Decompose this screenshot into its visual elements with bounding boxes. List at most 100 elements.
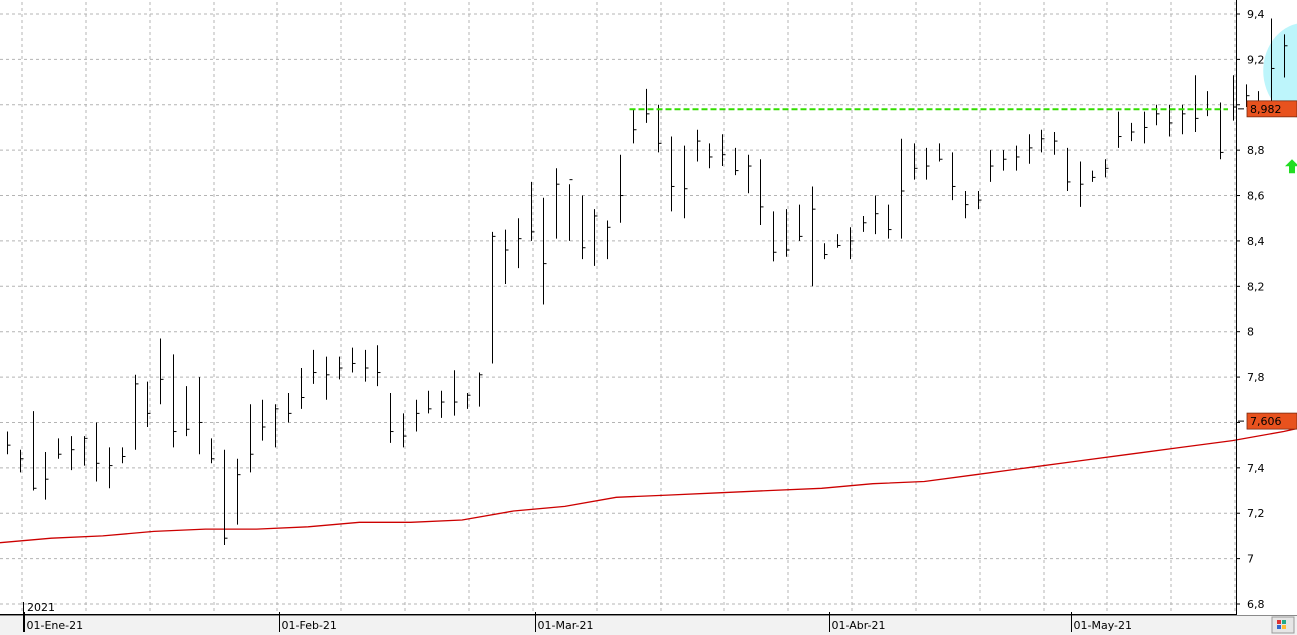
ohlc-bar xyxy=(1271,18,1275,110)
ohlc-bar xyxy=(837,234,841,248)
date-axis-band xyxy=(0,615,1297,635)
ohlc-bar xyxy=(122,447,126,464)
ohlc-bar xyxy=(875,195,879,235)
ohlc-bar xyxy=(199,377,203,455)
up-arrow-icon xyxy=(1285,159,1297,174)
date-tick-label: 01-Mar-21 xyxy=(538,619,594,632)
ohlc-bar xyxy=(990,150,994,182)
ohlc-bar xyxy=(773,211,777,262)
price-tags: 8,982 7,606 xyxy=(1238,100,1297,430)
ohlc-bar xyxy=(978,191,982,210)
ohlc-bar xyxy=(45,451,49,500)
ohlc-bar xyxy=(1105,159,1109,178)
ohlc-bar xyxy=(1041,129,1045,153)
ohlc-bar xyxy=(492,231,496,364)
ohlc-bar xyxy=(799,204,803,241)
ohlc-bar xyxy=(326,356,330,400)
ohlc-bar xyxy=(1207,91,1211,117)
corner-icon-yellow xyxy=(1282,625,1286,629)
ohlc-bar xyxy=(926,147,930,180)
price-axis-tick-label: 8,4 xyxy=(1247,235,1265,248)
ohlc-bar xyxy=(1246,84,1250,108)
ohlc-bar xyxy=(633,109,637,144)
date-tick-label: 01-Feb-21 xyxy=(282,619,337,632)
ohlc-bar xyxy=(467,392,471,409)
ohlc-bar xyxy=(1029,134,1033,164)
ohlc-bar xyxy=(569,179,573,241)
ohlc-bar xyxy=(1067,147,1071,191)
ohlc-bar xyxy=(939,143,943,162)
price-axis-tick-label: 7,4 xyxy=(1247,462,1265,475)
ohlc-bar xyxy=(952,152,956,201)
ohlc-bars-layer xyxy=(7,18,1288,545)
price-axis-tick-label: 7 xyxy=(1247,553,1254,566)
ohlc-bar xyxy=(7,431,11,455)
last-price-tag-box xyxy=(1246,100,1297,118)
ohlc-bar xyxy=(824,243,828,260)
ohlc-bar xyxy=(109,447,113,489)
price-axis-tick-label: 8 xyxy=(1247,326,1254,339)
ohlc-bar xyxy=(454,370,458,416)
ohlc-bar xyxy=(1080,161,1084,207)
ohlc-bar xyxy=(697,129,701,162)
ohlc-bar xyxy=(33,411,37,491)
ohlc-bar xyxy=(556,168,560,239)
ohlc-bar xyxy=(1016,145,1020,171)
ohlc-bar xyxy=(416,399,420,432)
ohlc-bar xyxy=(173,354,177,448)
ohlc-bar xyxy=(531,181,535,241)
ohlc-bar xyxy=(441,390,445,418)
ohlc-bar xyxy=(543,197,547,305)
ohlc-bar xyxy=(377,345,381,387)
ohlc-bar xyxy=(850,227,854,260)
ohlc-bar xyxy=(160,338,164,405)
ohlc-bar xyxy=(403,413,407,448)
ohlc-bar xyxy=(607,220,611,260)
price-axis-tick-label: 8,2 xyxy=(1247,280,1265,293)
moving-average-line xyxy=(0,427,1297,544)
ohlc-bar xyxy=(760,159,764,226)
moving-average-tag-box xyxy=(1246,412,1297,430)
ohlc-bar xyxy=(390,392,394,443)
price-axis-tick-label: 6,8 xyxy=(1247,598,1265,611)
year-label: 2021 xyxy=(27,601,55,614)
ohlc-bar xyxy=(748,154,752,194)
price-axis-tick-label: 9,4 xyxy=(1247,8,1265,21)
ohlc-bar xyxy=(147,381,151,427)
ohlc-bar xyxy=(1003,150,1007,171)
ohlc-bar xyxy=(479,372,483,407)
ohlc-bar xyxy=(722,134,726,167)
ohlc-bar xyxy=(1284,34,1288,78)
ohlc-bar xyxy=(428,390,432,414)
ohlc-bar xyxy=(352,347,356,373)
ohlc-bar xyxy=(1118,111,1122,148)
ohlc-bar xyxy=(301,368,305,409)
ohlc-bar xyxy=(96,422,100,482)
ohlc-bar xyxy=(339,356,343,380)
price-axis-tick-label: 9,2 xyxy=(1247,53,1265,66)
arrow-layer xyxy=(1285,159,1297,174)
ohlc-bar xyxy=(965,191,969,219)
price-axis-tick-label: 7,2 xyxy=(1247,507,1265,520)
date-tick-label: 01-Abr-21 xyxy=(832,619,886,632)
ohlc-bar xyxy=(1131,122,1135,142)
grid-layer xyxy=(0,2,1236,612)
price-axis-tick-label: 8,6 xyxy=(1247,190,1265,203)
ohlc-bar xyxy=(620,154,624,223)
corner-widget[interactable] xyxy=(1271,616,1295,634)
ohlc-bar xyxy=(135,374,139,450)
ohlc-bar xyxy=(224,449,228,545)
moving-average-layer xyxy=(0,427,1297,544)
ohlc-bar xyxy=(71,436,75,471)
ohlc-bar xyxy=(863,215,867,232)
ohlc-bar xyxy=(1195,75,1199,132)
ohlc-bar xyxy=(288,392,292,423)
ohlc-bar xyxy=(901,138,905,239)
ohlc-bar xyxy=(888,204,892,239)
corner-icon-blue xyxy=(1277,625,1281,629)
ohlc-bar xyxy=(684,145,688,219)
moving-average-tag-label: 7,606 xyxy=(1250,415,1282,428)
ohlc-bar xyxy=(1220,102,1224,160)
ohlc-bar xyxy=(313,349,317,384)
